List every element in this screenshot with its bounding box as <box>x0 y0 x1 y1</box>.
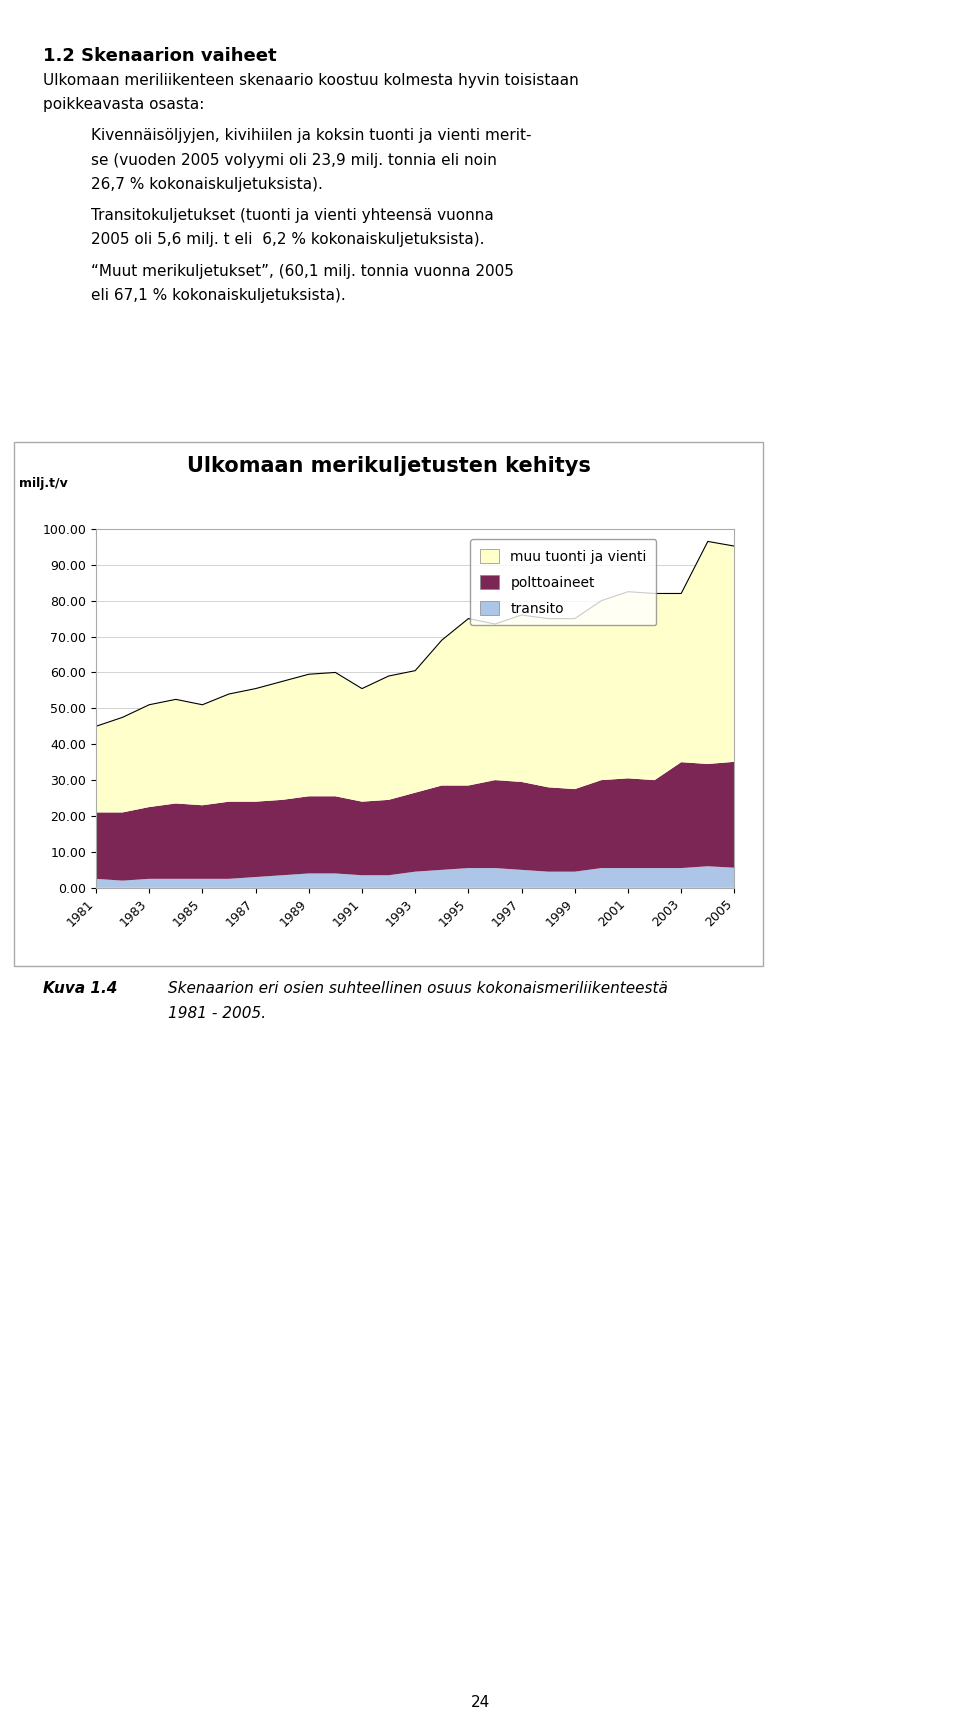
Text: Kivennäisöljyjen, kivihiilen ja koksin tuonti ja vienti merit-: Kivennäisöljyjen, kivihiilen ja koksin t… <box>91 128 532 144</box>
Text: “Muut merikuljetukset”, (60,1 milj. tonnia vuonna 2005: “Muut merikuljetukset”, (60,1 milj. tonn… <box>91 264 514 279</box>
Text: Kuva 1.4: Kuva 1.4 <box>43 981 117 997</box>
Text: milj.t/v: milj.t/v <box>19 477 68 489</box>
Text: Transitokuljetukset (tuonti ja vienti yhteensä vuonna: Transitokuljetukset (tuonti ja vienti yh… <box>91 208 494 224</box>
Text: eli 67,1 % kokonaiskuljetuksista).: eli 67,1 % kokonaiskuljetuksista). <box>91 288 346 303</box>
Text: 2005 oli 5,6 milj. t eli  6,2 % kokonaiskuljetuksista).: 2005 oli 5,6 milj. t eli 6,2 % kokonaisk… <box>91 232 485 248</box>
Text: Skenaarion eri osien suhteellinen osuus kokonaismeriliikenteestä: Skenaarion eri osien suhteellinen osuus … <box>168 981 668 997</box>
Text: poikkeavasta osasta:: poikkeavasta osasta: <box>43 97 204 113</box>
Text: 24: 24 <box>470 1694 490 1710</box>
Text: Ulkomaan merikuljetusten kehitys: Ulkomaan merikuljetusten kehitys <box>187 456 590 477</box>
Text: 1.2 Skenaarion vaiheet: 1.2 Skenaarion vaiheet <box>43 47 276 64</box>
Legend: muu tuonti ja vienti, polttoaineet, transito: muu tuonti ja vienti, polttoaineet, tran… <box>470 539 657 626</box>
Text: se (vuoden 2005 volyymi oli 23,9 milj. tonnia eli noin: se (vuoden 2005 volyymi oli 23,9 milj. t… <box>91 153 497 168</box>
Text: Ulkomaan meriliikenteen skenaario koostuu kolmesta hyvin toisistaan: Ulkomaan meriliikenteen skenaario koostu… <box>43 73 579 88</box>
Text: 26,7 % kokonaiskuljetuksista).: 26,7 % kokonaiskuljetuksista). <box>91 177 324 192</box>
Text: 1981 - 2005.: 1981 - 2005. <box>168 1006 266 1021</box>
